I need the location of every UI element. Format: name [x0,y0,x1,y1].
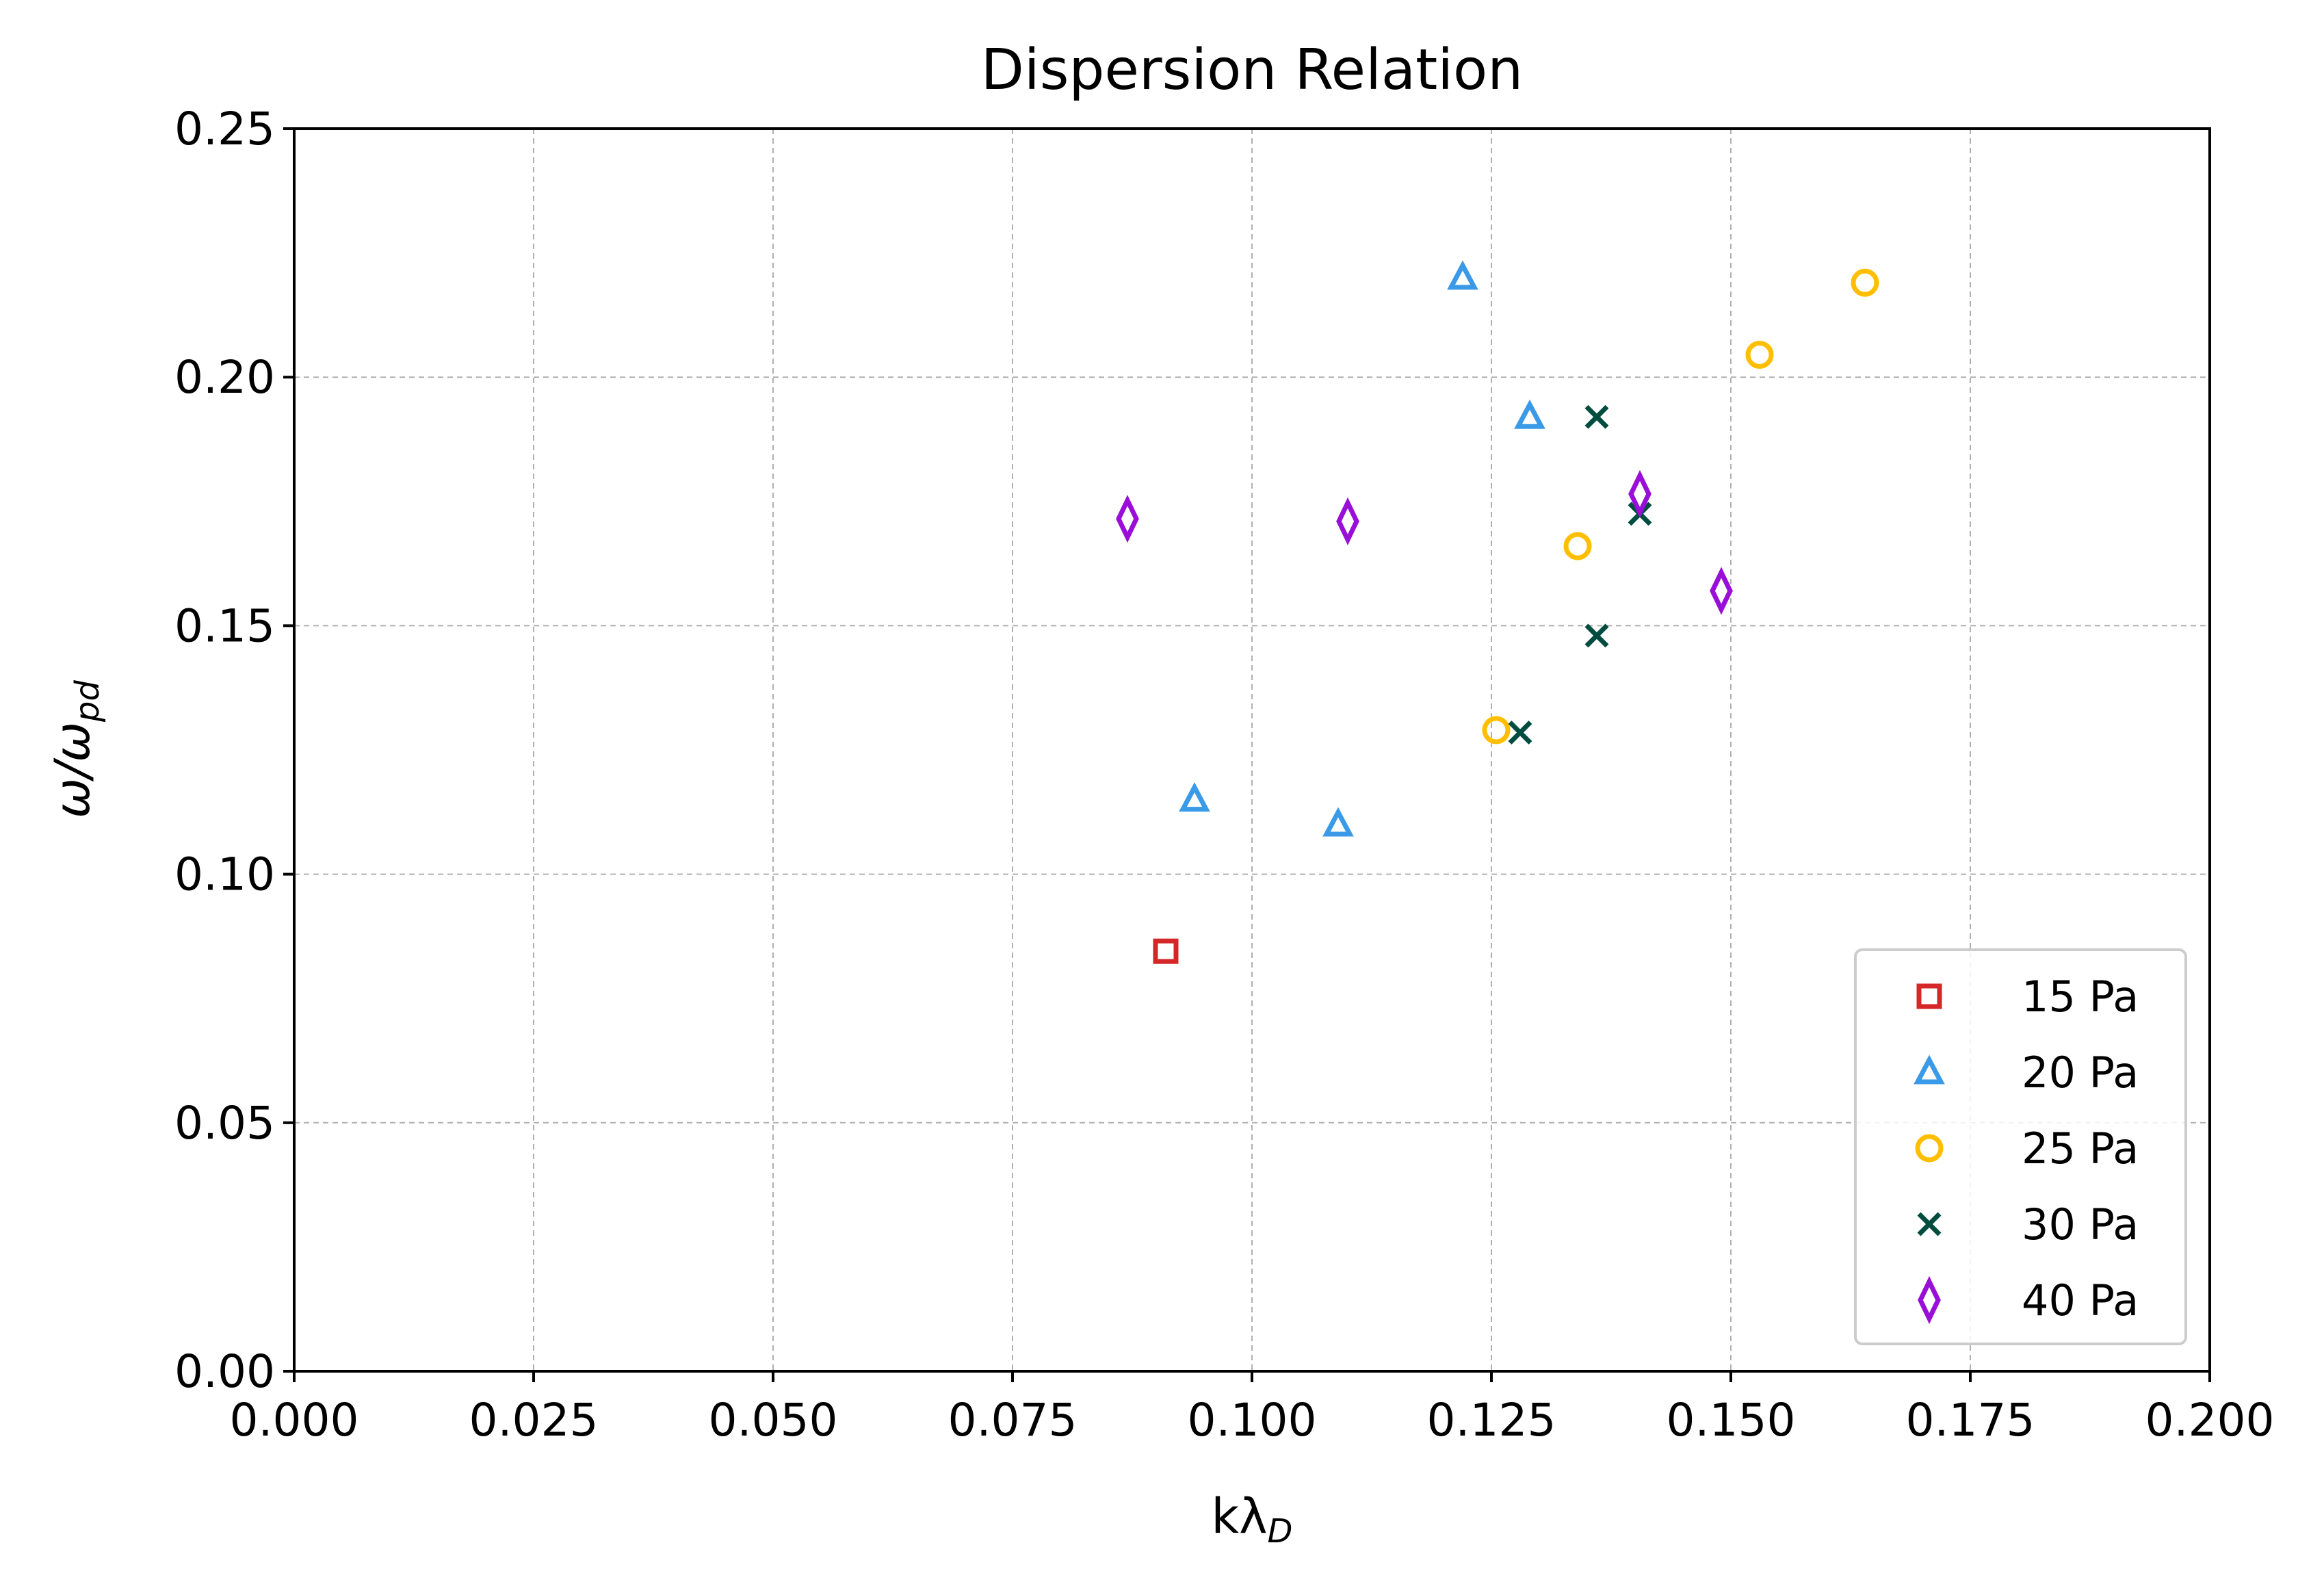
data-point-series-4 [1336,497,1359,545]
data-point-series-0 [1153,938,1179,964]
x-tick-label: 0.050 [709,1394,838,1447]
chart-title: Dispersion Relation [981,38,1523,103]
x-tick-label: 0.100 [1188,1394,1317,1447]
y-tick-label: 0.15 [174,599,275,652]
data-point-series-3 [1508,721,1532,745]
x-tick-label: 0.125 [1427,1394,1556,1447]
legend-marker-2 [1915,1134,1944,1163]
data-point-series-1 [1514,399,1545,429]
x-tick-label: 0.200 [2145,1394,2275,1447]
legend-label-4: 40 Pa [2022,1275,2139,1325]
data-point-series-2 [1563,532,1592,560]
legend-items: 15 Pa 20 Pa 25 Pa 30 Pa 40 Pa [1914,972,2139,1325]
legend-marker-0 [1916,983,1942,1009]
data-point-series-1 [1322,807,1354,837]
x-axis-label-sub: D [1268,1512,1293,1551]
data-point-series-2 [1851,268,1879,297]
data-point-series-3 [1584,404,1609,429]
data-point-series-4 [1710,567,1733,615]
data-point-series-1 [1179,782,1210,812]
legend-label-3: 30 Pa [2022,1200,2139,1249]
y-tick-label: 0.20 [174,351,275,404]
data-point-series-4 [1116,495,1139,543]
legend-label-1: 20 Pa [2022,1048,2139,1098]
y-tick-label: 0.25 [174,103,275,155]
x-tick-label: 0.025 [469,1394,599,1447]
y-axis-label-main: ω/ω [44,722,101,818]
legend-marker-1 [1914,1054,1945,1085]
legend-marker-4 [1918,1275,1941,1325]
legend-label-2: 25 Pa [2022,1124,2139,1173]
y-axis-label: ω/ωpd [44,680,107,818]
axis-ticks: 0.000 0.025 0.050 0.075 0.100 0.125 0.150 0.175… [174,103,2274,1447]
data-point-series-2 [1482,716,1511,744]
legend: 15 Pa 20 Pa 25 Pa 30 Pa 40 Pa [1854,948,2187,1345]
x-tick-label: 0.075 [948,1394,1078,1447]
data-point-series-2 [1745,341,1774,369]
x-tick-label: 0.000 [230,1394,359,1447]
x-tick-label: 0.150 [1667,1394,1796,1447]
data-points [1116,260,1879,964]
y-tick-label: 0.05 [174,1097,275,1150]
legend-label-0: 15 Pa [2022,972,2139,1022]
x-axis-label: kλD [1212,1488,1293,1551]
y-tick-label: 0.00 [174,1345,275,1398]
x-axis-label-main: kλ [1212,1488,1268,1544]
data-point-series-1 [1447,260,1478,290]
data-point-series-4 [1628,469,1651,518]
y-axis-label-sub: pd [68,680,107,723]
x-tick-label: 0.175 [1906,1394,2035,1447]
legend-box [1854,948,2187,1345]
data-point-series-3 [1584,623,1609,648]
y-tick-label: 0.10 [174,848,275,901]
legend-marker-3 [1917,1212,1942,1236]
